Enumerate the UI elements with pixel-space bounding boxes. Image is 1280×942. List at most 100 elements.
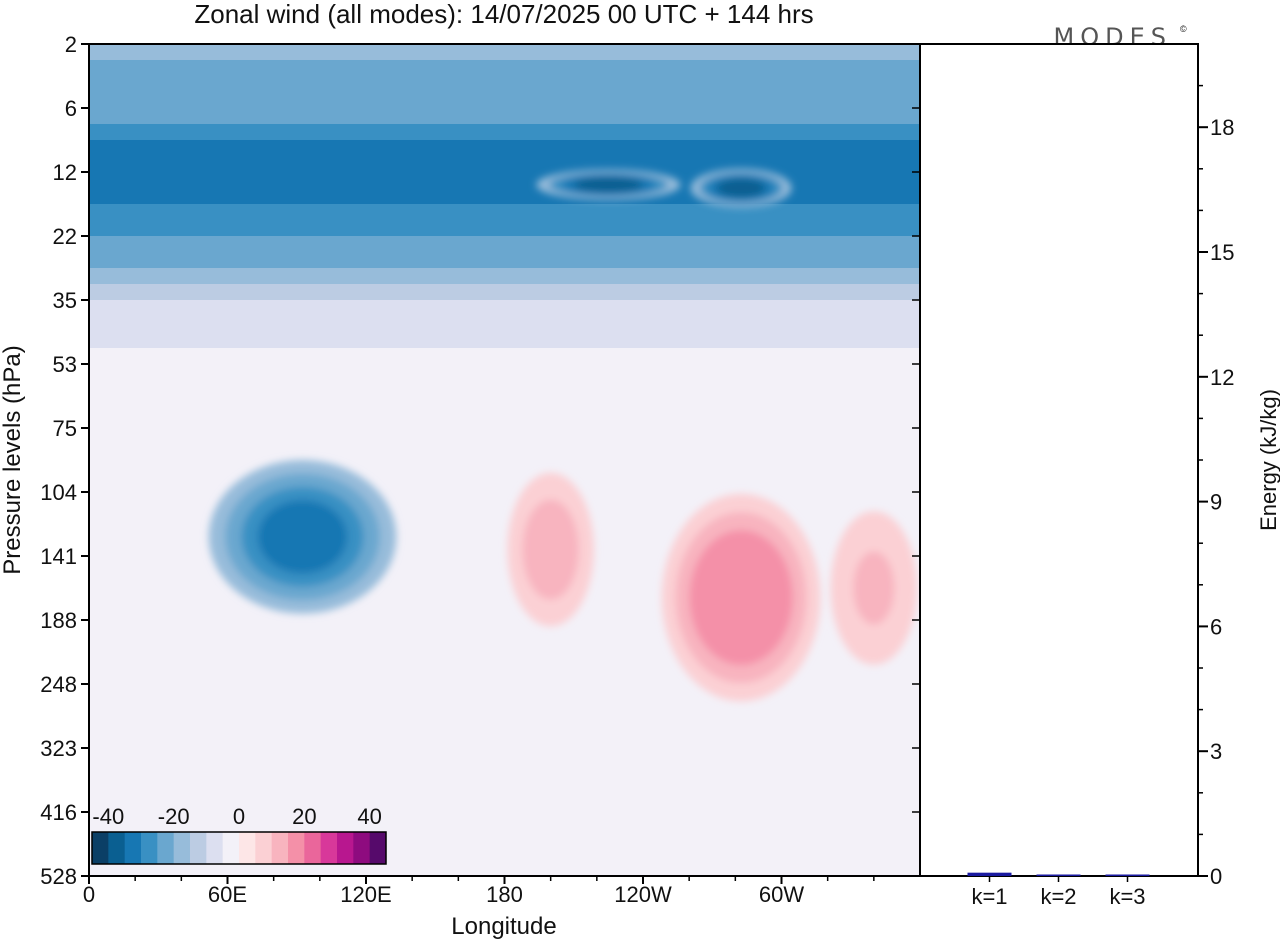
field-cell-westerly-cell-2 (703, 548, 779, 647)
energy-panel (919, 43, 1199, 877)
colorbar-swatch (108, 832, 126, 864)
y-tick-label: 416 (40, 800, 77, 825)
field-band (89, 716, 920, 733)
y-tick-label: 141 (40, 544, 77, 569)
energy-tick-label: 18 (1210, 115, 1234, 140)
colorbar-swatch (141, 832, 158, 864)
x-tick-label: 180 (486, 882, 523, 907)
energy-frame (919, 43, 1199, 877)
field-band (89, 396, 920, 413)
field-band (89, 364, 920, 381)
energy-tick-label: 12 (1210, 365, 1234, 390)
field-band (89, 300, 920, 317)
y-tick-label: 528 (40, 864, 77, 889)
x-tick-label: 60W (759, 882, 804, 907)
field-band (89, 60, 920, 77)
colorbar-swatch (190, 832, 207, 864)
field-band (89, 172, 920, 189)
y-tick-label: 53 (53, 352, 77, 377)
field-band (89, 92, 920, 109)
field-band (89, 780, 920, 797)
colorbar-swatch (353, 832, 371, 864)
field-band (89, 204, 920, 221)
colorbar-swatch (157, 832, 175, 864)
y-tick-label: 22 (53, 224, 77, 249)
y-tick-label: 104 (40, 480, 77, 505)
energy-category-label: k=1 (971, 884, 1007, 909)
x-tick-label: 120W (614, 882, 672, 907)
colorbar-tick-label: -20 (158, 804, 190, 829)
field-band (89, 684, 920, 701)
field-band (89, 492, 920, 509)
energy-bar-k=2 (1036, 874, 1081, 876)
energy-bars: k=1 k=2 k=3 (967, 872, 1150, 909)
heatmap-field (89, 44, 920, 876)
y-axis-label: Pressure levels (hPa) (0, 345, 26, 574)
field-band (89, 748, 920, 765)
field-band (89, 412, 920, 429)
colorbar-swatch (92, 832, 109, 864)
colorbar-swatch (337, 832, 354, 864)
field-band (89, 76, 920, 93)
longitude-axis: 0 60E 120E 180 120W 60W (83, 876, 875, 907)
field-band (89, 380, 920, 397)
colorbar-swatch (173, 832, 191, 864)
x-tick-label: 60E (208, 882, 247, 907)
colorbar-swatch (369, 832, 387, 864)
colorbar-swatch (320, 832, 338, 864)
y-tick-label: 35 (53, 288, 77, 313)
colorbar-tick-label: -40 (92, 804, 124, 829)
field-band (89, 124, 920, 141)
y-tick-label: 248 (40, 672, 77, 697)
field-band (89, 332, 920, 349)
energy-axis-label: Energy (kJ/kg) (1256, 389, 1280, 531)
energy-tick-label: 0 (1210, 864, 1222, 889)
field-band (89, 460, 920, 477)
field-cells (208, 168, 918, 702)
energy-axis: 0 3 6 9 12 15 18 (1198, 84, 1234, 889)
field-band (89, 796, 920, 813)
y-tick-label: 75 (53, 416, 77, 441)
field-cell-jet-core-2 (717, 178, 766, 198)
energy-bar-k=1 (967, 872, 1012, 876)
field-band (89, 268, 920, 285)
field-band (89, 188, 920, 205)
field-cell-jet-core-1 (574, 177, 643, 193)
field-band (89, 252, 920, 269)
energy-bar-k=3 (1105, 874, 1150, 876)
field-band (89, 764, 920, 781)
field-band (89, 236, 920, 253)
field-cell-upper-easterly-cell (257, 500, 348, 574)
colorbar: -40 -20 0 20 40 (91, 804, 387, 865)
field-band (89, 44, 920, 61)
y-tick-label: 2 (65, 32, 77, 57)
field-band (89, 140, 920, 157)
field-band (89, 156, 920, 173)
field-band (89, 428, 920, 445)
energy-tick-label: 3 (1210, 739, 1222, 764)
field-band (89, 476, 920, 493)
colorbar-frame (91, 831, 387, 865)
x-tick-label: 0 (83, 882, 95, 907)
y-tick-label: 323 (40, 736, 77, 761)
pressure-axis: 2 6 12 22 35 53 75 104 141 188 248 323 416 528 (40, 32, 920, 889)
field-band (89, 444, 920, 461)
y-tick-label: 6 (65, 96, 77, 121)
colorbar-tick-label: 20 (292, 804, 316, 829)
chart-title: Zonal wind (all modes): 14/07/2025 00 UT… (194, 0, 813, 29)
field-cell-westerly-cell-3 (853, 551, 895, 625)
colorbar-swatch (304, 832, 322, 864)
colorbar-tick-label: 0 (233, 804, 245, 829)
field-band (89, 284, 920, 301)
field-band (89, 700, 920, 717)
colorbar-swatch (222, 832, 240, 864)
energy-tick-label: 6 (1210, 614, 1222, 639)
y-tick-label: 188 (40, 608, 77, 633)
energy-category-label: k=2 (1040, 884, 1076, 909)
field-band (89, 732, 920, 749)
field-band (89, 812, 920, 829)
y-tick-label: 12 (53, 160, 77, 185)
x-axis-label: Longitude (451, 913, 556, 940)
colorbar-swatch (206, 832, 224, 864)
energy-category-label: k=3 (1109, 884, 1145, 909)
